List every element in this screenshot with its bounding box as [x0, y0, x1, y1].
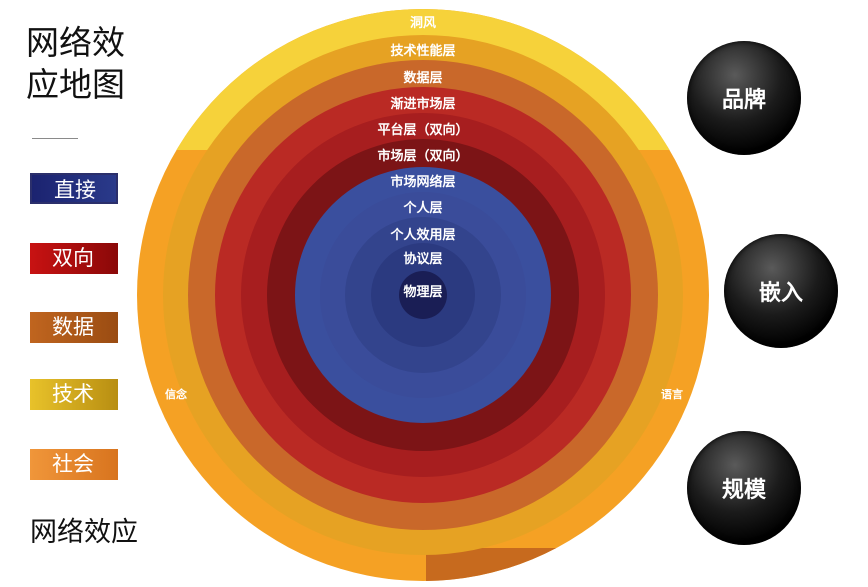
title-line-2: 应地图: [26, 65, 125, 104]
legend-item-direct: 直接: [30, 173, 118, 204]
ring-label-5: 平台层（双向）: [377, 122, 468, 138]
title-line-1: 网络效: [26, 23, 125, 62]
bubble-scale: 规模: [687, 431, 801, 545]
legend-item-bidirectional: 双向: [30, 243, 118, 274]
ring-label-1: 洞风: [410, 16, 436, 31]
legend-item-technology: 技术: [30, 379, 118, 410]
ring-label-11: 物理层: [403, 284, 442, 300]
bubble-embed-label: 嵌入: [758, 281, 803, 306]
ring-label-10: 协议层: [403, 251, 442, 267]
legend-item-social: 社会: [30, 449, 118, 480]
legend-item-data: 数据: [30, 312, 118, 343]
bubble-brand: 品牌: [687, 41, 801, 155]
side-label-right: 语言: [661, 387, 683, 401]
bubble-brand-label: 品牌: [721, 88, 766, 113]
bubble-scale-label: 规模: [721, 478, 766, 503]
ring-label-4: 渐进市场层: [390, 96, 455, 112]
bubble-embed: 嵌入: [724, 234, 838, 348]
ring-label-9: 个人效用层: [389, 227, 455, 243]
ring-label-2: 技术性能层: [390, 43, 455, 59]
page-title: 网络效 应地图: [26, 22, 146, 106]
ring-11: [399, 271, 447, 319]
ring-label-8: 个人层: [402, 200, 442, 216]
ring-label-3: 数据层: [403, 70, 442, 86]
ring-1-bottom-band: [426, 548, 557, 581]
footer-label: 网络效应: [30, 517, 138, 548]
ring-label-6: 市场层（双向）: [377, 148, 468, 164]
divider: [32, 138, 78, 139]
side-label-left: 信念: [165, 387, 188, 401]
ring-label-7: 市场网络层: [390, 174, 455, 190]
